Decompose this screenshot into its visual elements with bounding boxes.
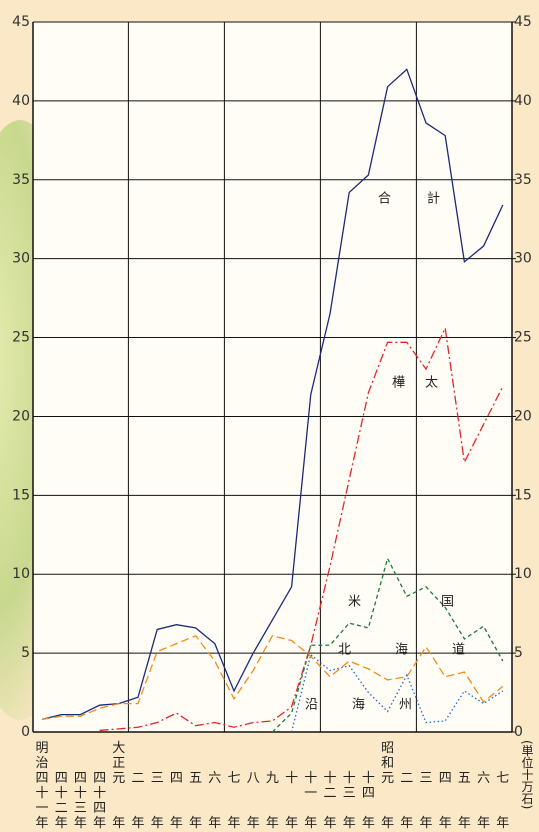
y2-tick-label: 35: [514, 172, 532, 188]
x-tick-suffix: 年: [343, 816, 356, 831]
y-tick-label: 40: [12, 93, 30, 109]
series-label: 北海道: [338, 643, 509, 658]
y-tick-label: 20: [12, 408, 30, 424]
y-axis-title: (単位十万石): [520, 740, 534, 809]
x-tick-label: 四十二: [55, 771, 68, 816]
series-label: 合計: [378, 191, 476, 207]
x-tick-label: 元: [381, 771, 394, 786]
x-tick-label: 十一: [304, 771, 317, 801]
x-tick-label: 十四: [362, 771, 375, 801]
x-tick-label: 七: [496, 771, 509, 786]
x-tick-suffix: 年: [477, 816, 490, 831]
x-tick-label: 十二: [323, 771, 336, 801]
y2-tick-label: 0: [514, 724, 523, 740]
x-tick-suffix: 年: [74, 816, 87, 831]
x-tick-suffix: 年: [381, 816, 394, 831]
y2-tick-label: 45: [514, 14, 532, 30]
x-tick-suffix: 年: [170, 816, 183, 831]
x-tick-suffix: 年: [496, 816, 509, 831]
y-tick-label: 10: [12, 566, 30, 582]
x-tick-suffix: 年: [35, 816, 48, 831]
x-tick-label: 三: [151, 771, 164, 786]
x-tick-suffix: 年: [112, 816, 125, 831]
x-tick-label: 六: [208, 771, 221, 786]
era-label: 昭和: [381, 741, 394, 771]
x-tick-suffix: 年: [189, 816, 202, 831]
era-label: 大正: [112, 741, 125, 771]
x-tick-suffix: 年: [247, 816, 260, 831]
y-tick-label: 30: [12, 251, 30, 267]
y-tick-label: 35: [12, 172, 30, 188]
x-tick-label: 五: [189, 771, 202, 786]
x-tick-label: 五: [458, 771, 471, 786]
x-tick-label: 七: [227, 771, 240, 786]
x-tick-suffix: 年: [323, 816, 336, 831]
x-tick-label: 八: [247, 771, 260, 786]
x-tick-suffix: 年: [208, 816, 221, 831]
x-tick-label: 四: [439, 771, 452, 786]
y-tick-label: 15: [12, 487, 30, 503]
series-label: 沿海州: [305, 698, 446, 713]
x-tick-label: 元: [112, 771, 125, 786]
x-tick-label: 四十一: [35, 771, 48, 816]
x-tick-suffix: 年: [266, 816, 279, 831]
y2-tick-label: 5: [514, 645, 523, 661]
x-tick-suffix: 年: [304, 816, 317, 831]
x-tick-label: 四十三: [74, 771, 87, 816]
x-tick-label: 十三: [343, 771, 356, 801]
x-tick-suffix: 年: [151, 816, 164, 831]
x-tick-label: 四十四: [93, 771, 106, 816]
x-tick-suffix: 年: [419, 816, 432, 831]
x-tick-suffix: 年: [55, 816, 68, 831]
x-tick-suffix: 年: [439, 816, 452, 831]
x-tick-suffix: 年: [458, 816, 471, 831]
x-tick-label: 四: [170, 771, 183, 786]
y-tick-label: 25: [12, 330, 30, 346]
x-tick-label: 十: [285, 771, 298, 786]
y2-tick-label: 25: [514, 330, 532, 346]
y2-tick-label: 30: [514, 251, 532, 267]
y2-tick-label: 20: [514, 408, 532, 424]
series-label: 米国: [348, 595, 534, 610]
x-tick-suffix: 年: [227, 816, 240, 831]
y-tick-label: 0: [21, 724, 30, 740]
x-tick-label: 九: [266, 771, 279, 786]
chart: 051015202530354045051015202530354045四十一年…: [0, 0, 539, 832]
era-label: 明治: [35, 741, 48, 771]
y2-tick-label: 10: [514, 566, 532, 582]
series-label: 樺太: [392, 376, 458, 391]
x-tick-label: 二: [131, 771, 144, 786]
y2-tick-label: 40: [514, 93, 532, 109]
page: {"chart_data": {"type": "line", "categor…: [0, 0, 539, 832]
x-tick-label: 二: [400, 771, 413, 786]
x-tick-suffix: 年: [285, 816, 298, 831]
y2-tick-label: 15: [514, 487, 532, 503]
y-tick-label: 5: [21, 645, 30, 661]
x-tick-suffix: 年: [93, 816, 106, 831]
x-tick-suffix: 年: [400, 816, 413, 831]
y-tick-label: 45: [12, 14, 30, 30]
x-tick-suffix: 年: [362, 816, 375, 831]
x-tick-suffix: 年: [131, 816, 144, 831]
x-tick-label: 三: [419, 771, 432, 786]
x-tick-label: 六: [477, 771, 490, 786]
